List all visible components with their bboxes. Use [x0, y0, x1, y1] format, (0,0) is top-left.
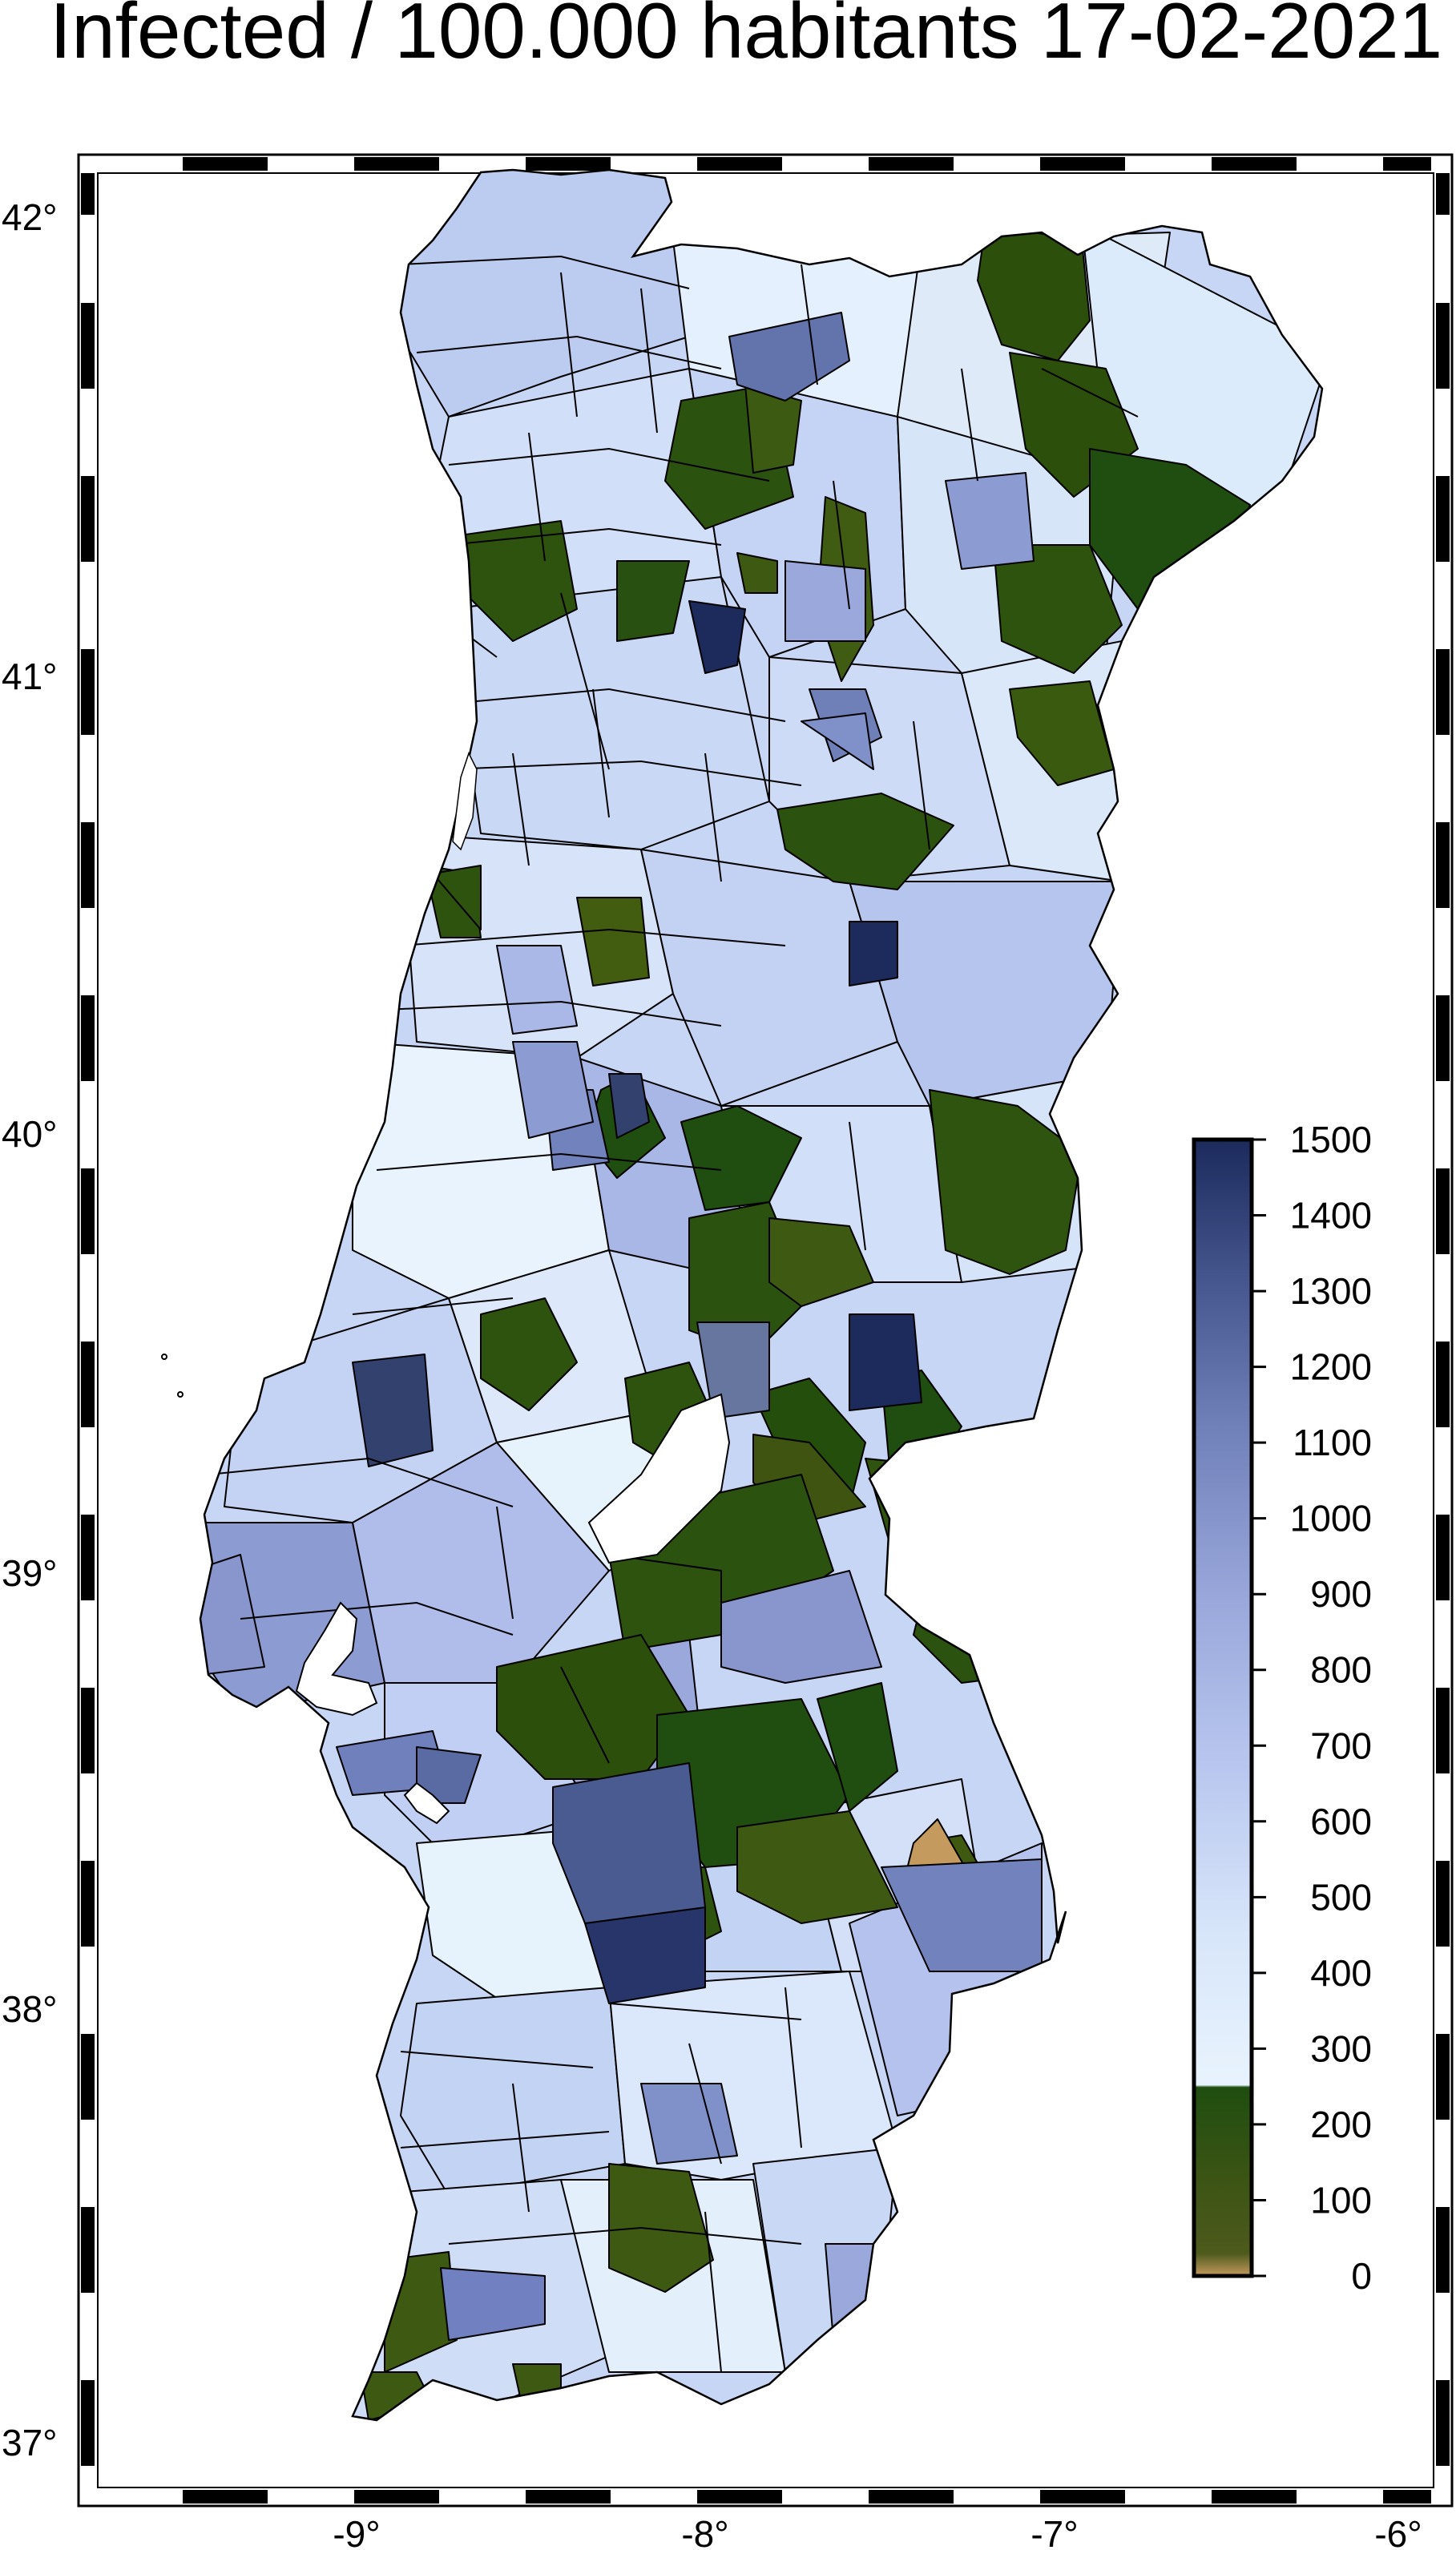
y-tick-38: 38° [2, 1988, 58, 2030]
x-axis-labels: -9° -8° -7° -6° [333, 2513, 1422, 2550]
colorbar-tick-label: 1400 [1290, 1195, 1372, 1237]
colorbar-scale [1192, 1137, 1254, 2278]
colorbar-tick-label: 700 [1310, 1725, 1372, 1766]
colorbar-tick-label: 800 [1310, 1649, 1372, 1691]
map-inner-frame [97, 172, 1434, 2488]
y-tick-42: 42° [2, 196, 58, 238]
y-tick-39: 39° [2, 1552, 58, 1594]
map-title: Infected / 100.000 habitants 17-02-2021 [50, 0, 1443, 75]
colorbar-tick-label: 900 [1310, 1573, 1372, 1615]
colorbar-tick-label: 0 [1351, 2255, 1372, 2297]
colorbar-tick-label: 300 [1310, 2027, 1372, 2069]
colorbar-tick-label: 1000 [1290, 1498, 1372, 1539]
frame-ticks [81, 157, 1450, 2504]
colorbar-ticks: 1500140013001200110010009008007006005004… [1252, 1119, 1372, 2297]
colorbar-tick-label: 1300 [1290, 1270, 1372, 1312]
y-axis-labels: 42° 41° 40° 39° 38° 37° [2, 196, 58, 2463]
colorbar-tick-label: 1500 [1290, 1119, 1372, 1160]
colorbar-tick-label: 100 [1310, 2179, 1372, 2221]
colorbar: 1500140013001200110010009008007006005004… [1192, 1119, 1372, 2297]
x-tick-9: -9° [333, 2513, 380, 2550]
colorbar-tick-label: 600 [1310, 1801, 1372, 1842]
x-tick-6: -6° [1374, 2513, 1422, 2550]
y-tick-41: 41° [2, 656, 58, 697]
y-tick-40: 40° [2, 1113, 58, 1155]
colorbar-tick-label: 1100 [1293, 1422, 1372, 1463]
y-tick-37: 37° [2, 2422, 58, 2463]
portugal-mainland [161, 168, 1324, 2422]
colorbar-tick-label: 1200 [1290, 1346, 1372, 1388]
colorbar-tick-label: 200 [1310, 2104, 1372, 2145]
x-tick-7: -7° [1030, 2513, 1078, 2550]
colorbar-tick-label: 400 [1310, 1952, 1372, 1994]
x-tick-8: -8° [681, 2513, 728, 2550]
colorbar-tick-label: 500 [1310, 1876, 1372, 1918]
